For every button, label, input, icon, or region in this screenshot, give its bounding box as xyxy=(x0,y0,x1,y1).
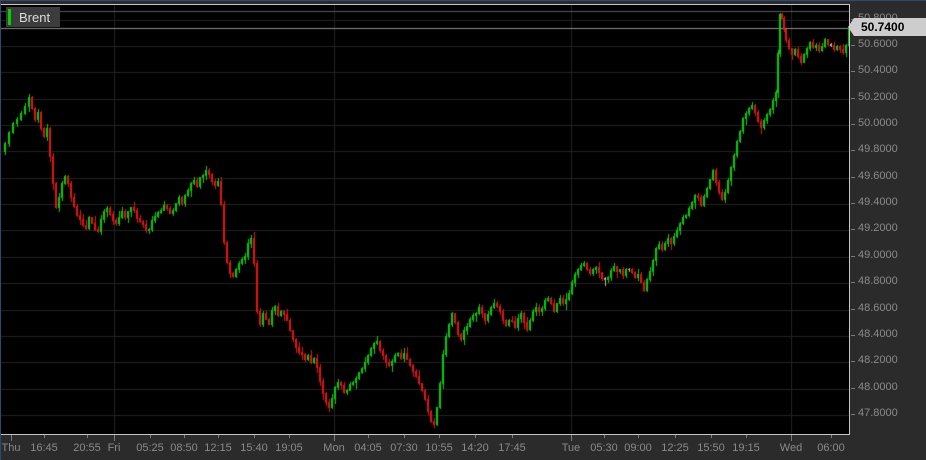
price-tick-label: 50.6000 xyxy=(858,38,898,50)
time-tick-label: 19:05 xyxy=(275,442,303,454)
time-tick-label: 05:25 xyxy=(136,442,164,454)
time-axis-tick xyxy=(638,435,639,438)
price-axis-tick xyxy=(851,256,855,257)
candlestick-canvas[interactable] xyxy=(1,5,849,434)
price-axis-tick xyxy=(851,71,855,72)
price-tick-label: 50.2000 xyxy=(858,91,898,103)
time-tick-label: 06:00 xyxy=(817,442,845,454)
time-axis-tick xyxy=(114,435,115,441)
time-tick-label: 15:50 xyxy=(697,442,725,454)
time-axis-tick xyxy=(512,435,513,438)
price-axis-tick xyxy=(851,124,855,125)
time-axis[interactable]: Thu 16:45 20:55 Fri 05:25 08:50 12:15 15:40 19:0… xyxy=(1,435,851,460)
time-axis-tick xyxy=(254,435,255,438)
price-axis-tick xyxy=(851,309,855,310)
price-tick-label: 48.2000 xyxy=(858,354,898,366)
time-tick-label: 15:40 xyxy=(240,442,268,454)
price-axis-tick xyxy=(851,177,855,178)
price-axis-tick xyxy=(851,335,855,336)
price-axis-tick xyxy=(851,388,855,389)
price-axis-tick xyxy=(851,203,855,204)
price-tick-label: 47.8000 xyxy=(858,407,898,419)
instrument-name: Brent xyxy=(19,9,51,25)
time-axis-tick xyxy=(368,435,369,438)
time-tick-label: 07:30 xyxy=(390,442,418,454)
price-axis-tick xyxy=(851,45,855,46)
time-day-label: Wed xyxy=(779,442,803,454)
price-axis-tick xyxy=(851,414,855,415)
time-axis-tick xyxy=(150,435,151,438)
time-axis-tick xyxy=(711,435,712,438)
chart-plot-area[interactable]: Brent xyxy=(1,4,850,435)
time-day-label: Tue xyxy=(561,442,581,454)
time-tick-label: 17:45 xyxy=(498,442,526,454)
time-day-label: Thu xyxy=(1,442,21,454)
time-axis-tick xyxy=(404,435,405,438)
instrument-label-box[interactable]: Brent xyxy=(6,7,61,27)
time-tick-label: 08:50 xyxy=(170,442,198,454)
time-tick-label: 16:45 xyxy=(30,442,58,454)
price-tick-label: 48.8000 xyxy=(858,275,898,287)
price-tick-label: 48.4000 xyxy=(858,328,898,340)
price-axis-tick xyxy=(851,150,855,151)
price-tick-label: 49.2000 xyxy=(858,222,898,234)
time-tick-label: 14:20 xyxy=(461,442,489,454)
price-tick-label: 50.4000 xyxy=(858,64,898,76)
time-tick-label: 20:55 xyxy=(73,442,101,454)
time-axis-tick xyxy=(675,435,676,438)
price-tick-label: 48.6000 xyxy=(858,302,898,314)
time-tick-label: 19:15 xyxy=(732,442,760,454)
price-axis-tick xyxy=(851,98,855,99)
time-tick-label: 10:55 xyxy=(425,442,453,454)
time-axis-tick xyxy=(11,435,12,441)
time-axis-tick xyxy=(289,435,290,438)
price-axis-tick xyxy=(851,361,855,362)
price-axis-tick xyxy=(851,282,855,283)
time-axis-tick xyxy=(87,435,88,438)
time-tick-label: 04:05 xyxy=(354,442,382,454)
price-tick-label: 49.6000 xyxy=(858,170,898,182)
time-axis-tick xyxy=(439,435,440,438)
time-axis-tick xyxy=(604,435,605,438)
time-axis-tick xyxy=(334,435,335,441)
time-tick-label: 05:30 xyxy=(590,442,618,454)
time-axis-tick xyxy=(746,435,747,438)
price-tick-label: 49.4000 xyxy=(858,196,898,208)
time-axis-tick xyxy=(218,435,219,438)
time-axis-tick xyxy=(44,435,45,438)
price-axis-tick xyxy=(851,229,855,230)
time-axis-tick xyxy=(791,435,792,441)
price-axis[interactable]: 50.800050.600050.400050.200050.000049.80… xyxy=(848,1,926,434)
time-axis-tick xyxy=(475,435,476,438)
time-axis-tick xyxy=(571,435,572,441)
price-box-arrow-icon xyxy=(848,18,854,36)
time-tick-label: 12:15 xyxy=(204,442,232,454)
price-tick-label: 50.0000 xyxy=(858,117,898,129)
current-price-box: 50.7400 xyxy=(848,18,926,36)
time-day-label: Fri xyxy=(107,442,121,454)
time-axis-tick xyxy=(184,435,185,438)
price-tick-label: 48.0000 xyxy=(858,381,898,393)
time-axis-tick xyxy=(831,435,832,438)
time-tick-label: 09:00 xyxy=(624,442,652,454)
time-tick-label: 12:25 xyxy=(661,442,689,454)
instrument-accent-bar xyxy=(8,9,11,25)
time-day-label: Mon xyxy=(323,442,345,454)
price-tick-label: 49.8000 xyxy=(858,143,898,155)
current-price-value: 50.7400 xyxy=(861,20,905,34)
price-tick-label: 49.0000 xyxy=(858,249,898,261)
